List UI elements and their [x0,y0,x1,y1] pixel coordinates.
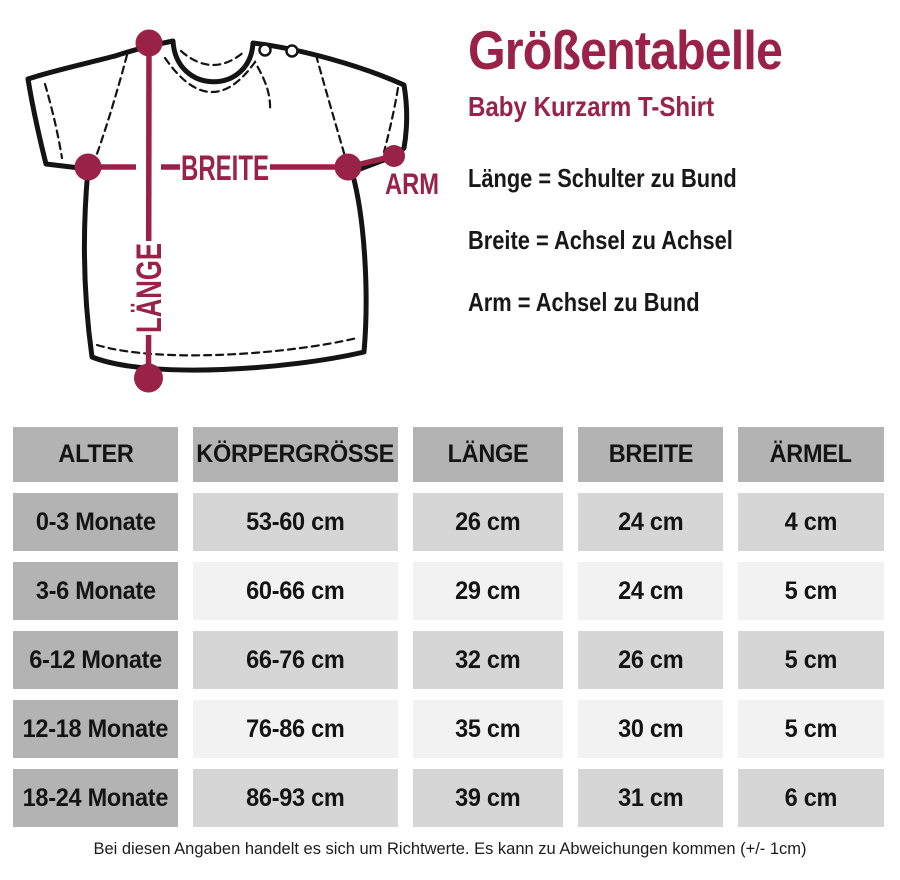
column-header-laenge: LÄNGE [413,427,563,482]
table-cell: 26 cm [578,631,723,689]
table-cell: 26 cm [413,493,563,551]
measurement-dots [74,29,405,393]
table-cell: 31 cm [578,769,723,827]
definition-arm: Arm = Achsel zu Bund [468,287,700,317]
hem-dot-icon [134,363,163,393]
snap-buttons [258,43,299,58]
column-header-alter: ALTER [13,427,178,482]
measurement-definitions: Länge = Schulter zu Bund Breite = Achsel… [468,165,788,351]
table-cell: 86-93 cm [193,769,398,827]
size-table: ALTER KÖRPERGRÖSSE LÄNGE BREITE ÄRMEL 0-… [13,427,884,827]
title-block: Größentabelle Baby Kurzarm T-Shirt [468,19,825,122]
row-header-age: 0-3 Monate [13,493,178,551]
table-cell: 30 cm [578,700,723,758]
footer-note: Bei diesen Angaben handelt es sich um Ri… [93,840,807,858]
shoulder-dot-icon [135,29,163,57]
tshirt-seams [43,49,400,357]
snap-button-icon [285,44,299,58]
table-cell: 60-66 cm [193,562,398,620]
table-cell: 35 cm [413,700,563,758]
table-cell: 5 cm [738,700,884,758]
right-armpit-dot-icon [334,153,362,181]
column-header-breite: BREITE [578,427,723,482]
tshirt-outline-icon [25,38,410,373]
table-cell: 6 cm [738,769,884,827]
table-cell: 76-86 cm [193,700,398,758]
table-cell: 53-60 cm [193,493,398,551]
table-cell: 29 cm [413,562,563,620]
row-header-age: 6-12 Monate [13,631,178,689]
table-cell: 5 cm [738,631,884,689]
laenge-label-plate [131,241,168,335]
left-armpit-dot-icon [74,153,102,181]
tshirt-measurement-diagram: BREITE LÄNGE ARM [25,29,439,393]
table-cell: 39 cm [413,769,563,827]
snap-button-icon [258,43,272,57]
column-header-koerpergroesse: KÖRPERGRÖSSE [193,427,398,482]
page-title: Größentabelle [468,19,783,81]
table-cell: 32 cm [413,631,563,689]
table-cell: 24 cm [578,562,723,620]
row-header-age: 18-24 Monate [13,769,178,827]
table-cell: 5 cm [738,562,884,620]
arm-label: ARM [385,168,439,201]
table-cell: 24 cm [578,493,723,551]
table-cell: 4 cm [738,493,884,551]
page-subtitle: Baby Kurzarm T-Shirt [468,90,715,122]
definition-laenge: Länge = Schulter zu Bund [468,163,737,193]
laenge-label: LÄNGE [130,243,169,333]
table-cell: 66-76 cm [193,631,398,689]
breite-label: BREITE [181,149,269,188]
arm-end-dot-icon [383,145,405,167]
column-header-aermel: ÄRMEL [738,427,884,482]
row-header-age: 12-18 Monate [13,700,178,758]
breite-label-plate [180,149,270,186]
definition-breite: Breite = Achsel zu Achsel [468,225,733,255]
row-header-age: 3-6 Monate [13,562,178,620]
